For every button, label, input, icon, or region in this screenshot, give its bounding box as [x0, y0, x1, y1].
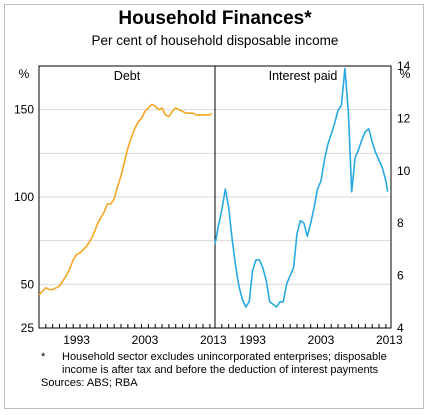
- y-tick-label: 6: [397, 269, 404, 283]
- y-tick-label: 50: [21, 277, 35, 291]
- x-tick-label: 1993: [239, 333, 266, 347]
- y-tick-label: 100: [14, 190, 34, 204]
- footnote-line-2: income is after tax and before the deduc…: [62, 364, 379, 376]
- x-tick-label: 1993: [63, 333, 90, 347]
- axis-ticks: [38, 324, 387, 328]
- y-tick-label: 8: [397, 216, 404, 230]
- y-tick-label: 12: [397, 111, 411, 125]
- chart-subtitle: Per cent of household disposable income: [91, 33, 339, 48]
- sources-note: Sources: ABS; RBA: [41, 377, 138, 389]
- footnote-marker: *: [41, 351, 46, 363]
- y-tick-label: 150: [14, 103, 34, 117]
- x-tick-label: 2003: [308, 333, 335, 347]
- panel-label-debt: Debt: [114, 69, 141, 83]
- figure-border: [4, 4, 424, 409]
- y-tick-label: 10: [397, 164, 411, 178]
- data-lines: [38, 67, 389, 308]
- chart-title: Household Finances*: [118, 8, 312, 29]
- interest-series-line: [214, 67, 389, 308]
- y-tick-label: 25: [21, 321, 35, 335]
- y-tick-label: 4: [397, 321, 404, 335]
- footnote-line-1: Household sector excludes unincorporated…: [62, 351, 387, 363]
- right-unit-label: %: [400, 67, 411, 81]
- x-tick-label: 2013: [200, 333, 227, 347]
- panel-label-interest: Interest paid: [269, 69, 338, 83]
- debt-series-line: [38, 103, 213, 296]
- x-tick-label: 2013: [376, 333, 403, 347]
- y-tick-label: 14: [397, 59, 411, 73]
- left-unit-label: %: [19, 67, 30, 81]
- x-tick-label: 2003: [132, 333, 159, 347]
